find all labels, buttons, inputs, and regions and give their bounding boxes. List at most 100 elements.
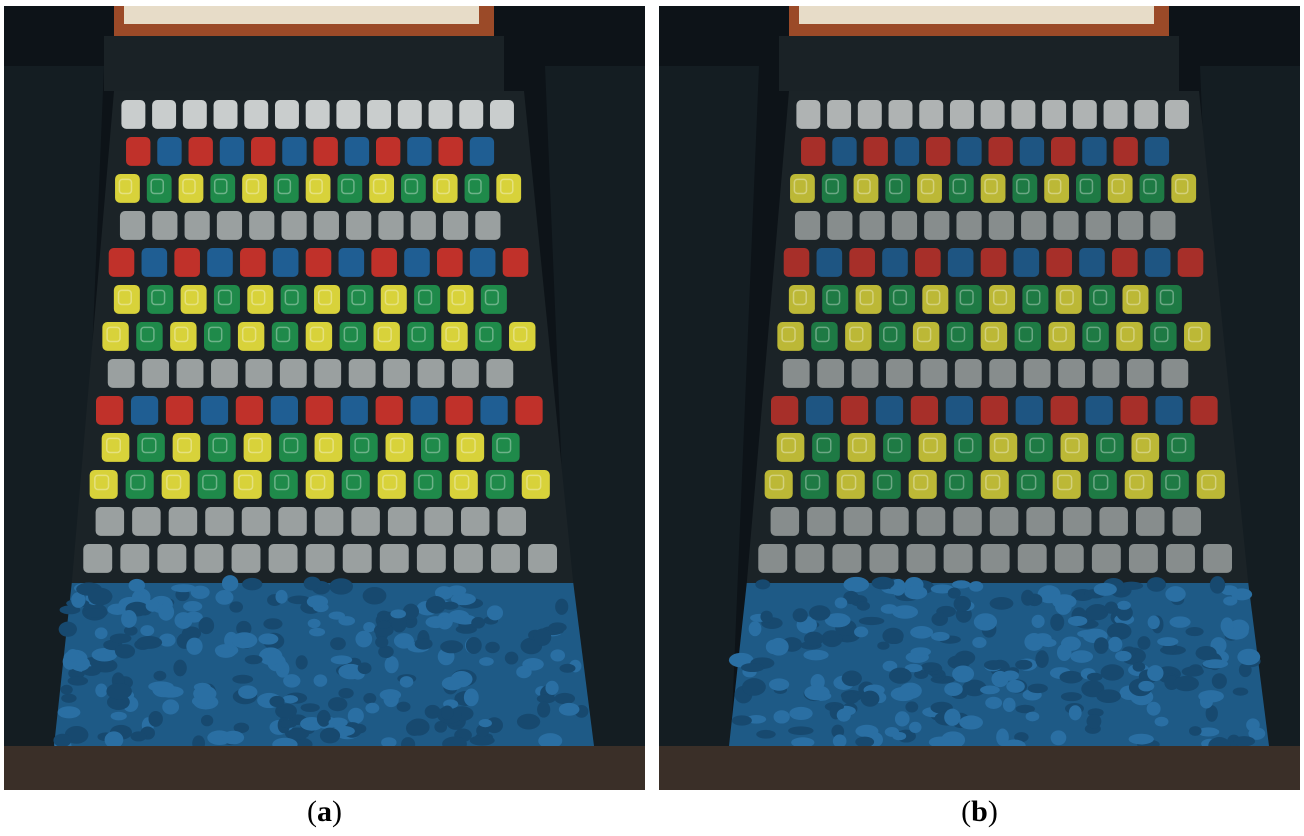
rubble-stone — [362, 587, 387, 605]
rubble-stone — [440, 640, 464, 654]
rubble-stone — [788, 726, 814, 735]
armour-block — [141, 248, 168, 277]
block-marking — [1135, 437, 1151, 454]
armour-block — [805, 396, 834, 425]
rubble-stone — [448, 609, 470, 623]
armour-block — [152, 211, 178, 240]
armour-block — [491, 433, 520, 462]
armour-block — [245, 359, 273, 388]
armour-block — [126, 137, 151, 166]
rubble-stone — [804, 685, 830, 701]
rubble-stone — [871, 576, 895, 590]
block-marking — [1052, 326, 1067, 343]
rubble-stone — [1060, 692, 1082, 702]
rubble-stone — [221, 575, 239, 592]
block-marking — [1120, 326, 1135, 343]
armour-block — [346, 211, 372, 240]
rubble-stone — [407, 718, 430, 736]
armour-block — [1088, 470, 1117, 499]
armour-block — [891, 211, 918, 240]
armour-block — [1131, 433, 1160, 462]
armour-block — [836, 470, 865, 499]
armour-block — [1025, 433, 1053, 462]
block-marking — [184, 289, 199, 306]
rubble-stone — [109, 633, 132, 644]
armour-block — [373, 322, 400, 351]
rubble-stone — [313, 674, 328, 687]
caption-open-paren: ( — [961, 795, 972, 828]
armour-block — [946, 322, 974, 351]
rubble-stone — [1185, 627, 1204, 637]
rubble-stone — [954, 650, 976, 665]
block-marking — [857, 178, 871, 195]
block-marking — [425, 437, 441, 454]
rubble-stone — [789, 706, 813, 720]
armour-block — [1085, 211, 1111, 240]
rubble-stone — [1025, 711, 1040, 722]
caption-letter: b — [971, 795, 988, 828]
armour-block — [822, 285, 849, 314]
rubble-stone — [357, 662, 372, 675]
rubble-stone — [381, 737, 397, 748]
rubble-stone — [1237, 648, 1261, 666]
armour-block — [313, 211, 339, 240]
rubble-stone — [1146, 701, 1161, 716]
rubble-stone — [1067, 615, 1088, 626]
block-marking — [151, 289, 166, 306]
armour-block — [515, 396, 543, 425]
rubble-stone — [854, 626, 869, 638]
caption-a: (a) — [4, 792, 645, 832]
rubble-stone — [834, 597, 848, 609]
armour-block — [883, 433, 911, 462]
rubble-stone — [989, 597, 1014, 610]
rubble-stone — [836, 708, 851, 722]
armour-block — [280, 285, 307, 314]
rubble-stone — [980, 685, 1000, 695]
caption-letter: a — [317, 795, 332, 828]
armour-block — [182, 100, 207, 129]
block-marking — [499, 178, 514, 195]
armour-block — [447, 285, 474, 314]
armour-block — [268, 544, 298, 573]
rubble-stone — [947, 587, 961, 599]
caption-b: (b) — [659, 792, 1300, 832]
rubble-stone — [545, 680, 559, 696]
rubble-stone — [61, 693, 77, 703]
armour-block — [795, 544, 825, 573]
armour-block — [464, 174, 490, 203]
armour-block — [428, 100, 453, 129]
rubble-stone — [944, 682, 963, 697]
armour-block — [407, 322, 434, 351]
armour-block — [875, 396, 904, 425]
armour-block — [180, 285, 207, 314]
block-marking — [851, 437, 867, 454]
block-marking — [130, 474, 146, 491]
block-marking — [1016, 178, 1030, 195]
rubble-stone — [384, 656, 399, 674]
armour-block — [165, 396, 194, 425]
block-marking — [418, 289, 433, 306]
block-marking — [859, 289, 874, 306]
rubble-stone — [485, 641, 500, 654]
armour-block — [130, 396, 159, 425]
armour-block — [1161, 359, 1189, 388]
armour-block — [207, 248, 233, 277]
rubble-stone — [441, 705, 454, 720]
armour-block — [204, 322, 231, 351]
block-marking — [1111, 178, 1125, 195]
armour-block — [108, 248, 135, 277]
block-marking — [984, 178, 998, 195]
block-marking — [389, 437, 405, 454]
armour-block — [1079, 248, 1105, 277]
armour-block — [237, 322, 265, 351]
armour-block — [509, 322, 536, 351]
block-marking — [920, 178, 935, 195]
rubble-stone — [158, 633, 176, 647]
armour-block — [137, 433, 165, 462]
armour-block — [1072, 100, 1097, 129]
rubble-stone — [283, 674, 301, 688]
rubble-stone — [183, 601, 203, 612]
rubble-stone — [71, 592, 86, 608]
armour-block — [1085, 396, 1113, 425]
armour-block — [305, 544, 335, 573]
